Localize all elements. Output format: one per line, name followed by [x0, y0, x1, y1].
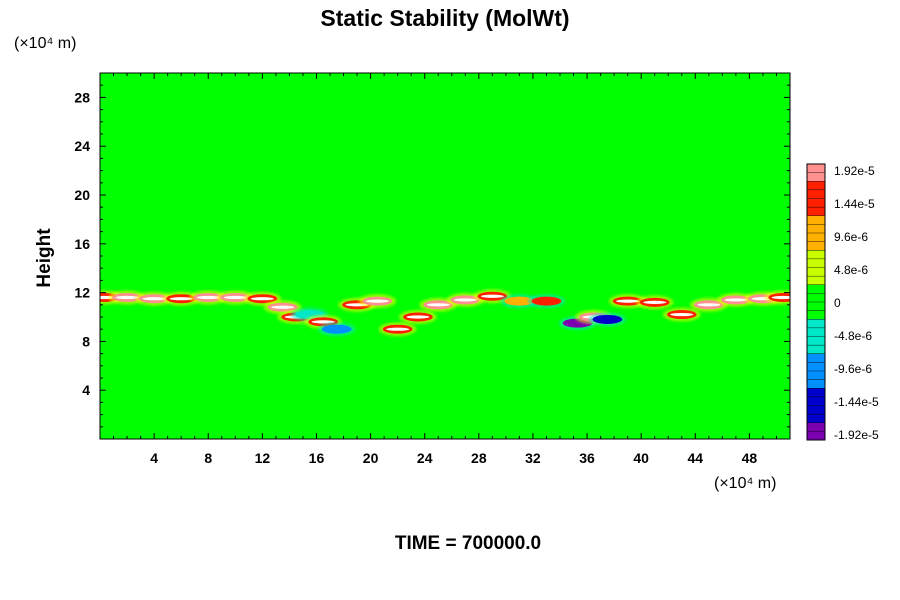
heatmap-core — [250, 297, 274, 301]
colorbar-swatch — [806, 241, 826, 251]
colorbar-swatch — [806, 379, 826, 389]
heatmap-core — [771, 295, 790, 300]
x-tick-label: 4 — [150, 450, 158, 466]
colorbar-swatch — [806, 189, 826, 200]
chart-title: Static Stability (MolWt) — [320, 5, 569, 31]
heatmap-core — [386, 327, 410, 331]
x-tick-label: 20 — [363, 450, 379, 466]
colorbar-swatch — [806, 206, 826, 217]
colorbar-swatch — [806, 284, 826, 294]
colorbar-swatch — [806, 232, 826, 243]
colorbar-label: -4.8e-6 — [834, 329, 872, 343]
x-tick-label: 48 — [742, 450, 758, 466]
heatmap-core — [223, 295, 247, 300]
x-tick-label: 12 — [255, 450, 271, 466]
colorbar-swatch — [806, 224, 826, 234]
colorbar-swatch — [806, 353, 826, 363]
y-axis-label: Height — [34, 228, 55, 288]
colorbar-swatch — [806, 362, 826, 372]
colorbar-swatch — [806, 267, 826, 277]
x-tick-label: 40 — [633, 450, 649, 466]
x-tick-label: 32 — [525, 450, 541, 466]
colorbar-label: -9.6e-6 — [834, 362, 872, 376]
colorbar-swatch — [806, 293, 826, 303]
heatmap-core — [453, 298, 477, 302]
y-tick-label: 12 — [74, 285, 90, 301]
heatmap-cell — [504, 296, 535, 306]
heatmap-core — [115, 295, 139, 300]
x-tick-label: 16 — [309, 450, 325, 466]
heatmap-core — [311, 320, 335, 324]
colorbar-swatch — [806, 413, 826, 424]
heatmap-core — [670, 312, 694, 317]
x-tick-label: 8 — [204, 450, 212, 466]
colorbar-frame — [806, 163, 826, 441]
colorbar-swatch — [806, 370, 826, 381]
heatmap-core — [271, 305, 295, 309]
colorbar-swatch — [806, 327, 826, 338]
colorbar-swatch — [806, 258, 826, 269]
time-footer: TIME = 700000.0 — [395, 533, 541, 554]
colorbar-label: -1.92e-5 — [834, 428, 879, 442]
heatmap-core — [697, 303, 721, 307]
heatmap-core — [196, 295, 220, 300]
colorbar-swatch — [806, 163, 826, 174]
colorbar-swatch — [806, 301, 826, 312]
y-tick-label: 8 — [82, 333, 90, 349]
colorbar-label: 1.44e-5 — [834, 197, 875, 211]
y-tick-label: 24 — [74, 138, 90, 154]
colorbar-label: -1.44e-5 — [834, 395, 879, 409]
x-unit-label: (×10⁴ m) — [714, 475, 776, 492]
colorbar-swatch — [806, 431, 826, 441]
colorbar-swatch — [806, 388, 826, 398]
heatmap-core — [406, 315, 430, 319]
heatmap-core — [142, 297, 166, 301]
y-unit-label: (×10⁴ m) — [14, 35, 76, 52]
colorbar-swatch — [806, 275, 826, 286]
y-axis: 4 8 12 16 20 24 28 — [74, 84, 790, 428]
y-tick-label: 16 — [74, 236, 90, 252]
heatmap-cell — [592, 314, 623, 324]
colorbar-label: 9.6e-6 — [834, 230, 868, 244]
colorbar-swatch — [806, 250, 826, 260]
colorbar-label: 0 — [834, 296, 841, 310]
heatmap-core — [616, 299, 640, 303]
heatmap-core — [643, 300, 667, 304]
colorbar-swatch — [806, 396, 826, 407]
heatmap-core — [480, 294, 504, 298]
y-tick-label: 28 — [74, 89, 90, 105]
x-tick-label: 28 — [471, 450, 487, 466]
colorbar-swatch — [806, 172, 826, 182]
colorbar-swatch — [806, 198, 826, 208]
colorbar-swatch — [806, 319, 826, 329]
heatmap-core — [426, 303, 450, 307]
x-tick-label: 44 — [688, 450, 704, 466]
colorbar-label: 4.8e-6 — [834, 263, 868, 277]
colorbar-swatch — [806, 215, 826, 225]
x-tick-label: 24 — [417, 450, 433, 466]
x-axis: 4 8 12 16 20 24 28 32 36 40 44 48 — [113, 73, 777, 466]
heatmap-cell — [321, 324, 352, 334]
colorbar-swatch — [806, 310, 826, 320]
colorbar-label: 1.92e-5 — [834, 164, 875, 178]
colorbar-swatch — [806, 181, 826, 191]
x-tick-label: 36 — [579, 450, 595, 466]
heatmap-cell — [531, 296, 562, 306]
colorbar-swatch — [806, 422, 826, 432]
heatmap-features — [100, 289, 790, 337]
colorbar-swatch — [806, 344, 826, 355]
y-tick-label: 4 — [82, 382, 90, 398]
colorbar-swatch — [806, 336, 826, 346]
heatmap-core — [365, 299, 389, 303]
colorbar-swatch — [806, 405, 826, 415]
heatmap-core — [724, 298, 748, 302]
y-tick-label: 20 — [74, 187, 90, 203]
plot-area — [100, 73, 790, 439]
heatmap-core — [169, 297, 193, 301]
colorbar: 1.92e-5 1.44e-5 9.6e-6 4.8e-6 0 -4.8e-6 -9.6e-… — [806, 163, 879, 442]
